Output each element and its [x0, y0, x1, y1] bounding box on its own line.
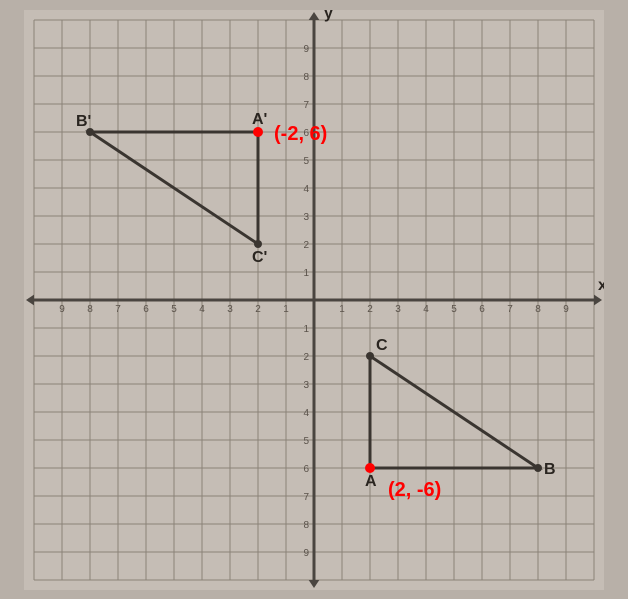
svg-text:C: C: [376, 337, 388, 354]
svg-text:(2, -6): (2, -6): [388, 479, 441, 501]
svg-text:3: 3: [395, 304, 401, 315]
svg-text:7: 7: [303, 492, 309, 503]
svg-text:4: 4: [303, 184, 309, 195]
svg-text:B: B: [544, 461, 556, 478]
grid-svg: 987654321123456789987654321123456789ABCA…: [24, 10, 604, 590]
svg-text:4: 4: [303, 408, 309, 419]
svg-text:1: 1: [339, 304, 345, 315]
svg-text:5: 5: [451, 304, 457, 315]
svg-text:8: 8: [303, 520, 309, 531]
svg-text:2: 2: [303, 352, 309, 363]
svg-text:(-2, 6): (-2, 6): [274, 123, 327, 145]
svg-text:3: 3: [303, 212, 309, 223]
svg-text:5: 5: [303, 156, 309, 167]
svg-text:2: 2: [303, 240, 309, 251]
svg-text:4: 4: [199, 304, 205, 315]
svg-text:A': A': [252, 111, 267, 128]
svg-text:4: 4: [423, 304, 429, 315]
svg-text:8: 8: [87, 304, 93, 315]
svg-text:A: A: [365, 473, 377, 490]
svg-text:3: 3: [227, 304, 233, 315]
svg-text:6: 6: [479, 304, 485, 315]
svg-text:9: 9: [303, 44, 309, 55]
svg-text:5: 5: [171, 304, 177, 315]
svg-text:y: y: [324, 10, 333, 22]
svg-text:8: 8: [303, 72, 309, 83]
svg-text:3: 3: [303, 380, 309, 391]
svg-text:9: 9: [303, 548, 309, 559]
svg-text:5: 5: [303, 436, 309, 447]
svg-text:1: 1: [283, 304, 289, 315]
svg-text:7: 7: [507, 304, 513, 315]
svg-text:7: 7: [115, 304, 121, 315]
svg-text:B': B': [76, 113, 91, 130]
svg-text:7: 7: [303, 100, 309, 111]
svg-text:C': C': [252, 249, 267, 266]
svg-text:9: 9: [59, 304, 65, 315]
svg-text:2: 2: [367, 304, 373, 315]
coordinate-grid-chart: 987654321123456789987654321123456789ABCA…: [24, 10, 604, 590]
svg-text:2: 2: [255, 304, 261, 315]
svg-text:1: 1: [303, 324, 309, 335]
svg-text:6: 6: [143, 304, 149, 315]
svg-text:1: 1: [303, 268, 309, 279]
svg-text:9: 9: [563, 304, 569, 315]
svg-text:6: 6: [303, 464, 309, 475]
svg-text:8: 8: [535, 304, 541, 315]
svg-text:x: x: [598, 277, 604, 294]
